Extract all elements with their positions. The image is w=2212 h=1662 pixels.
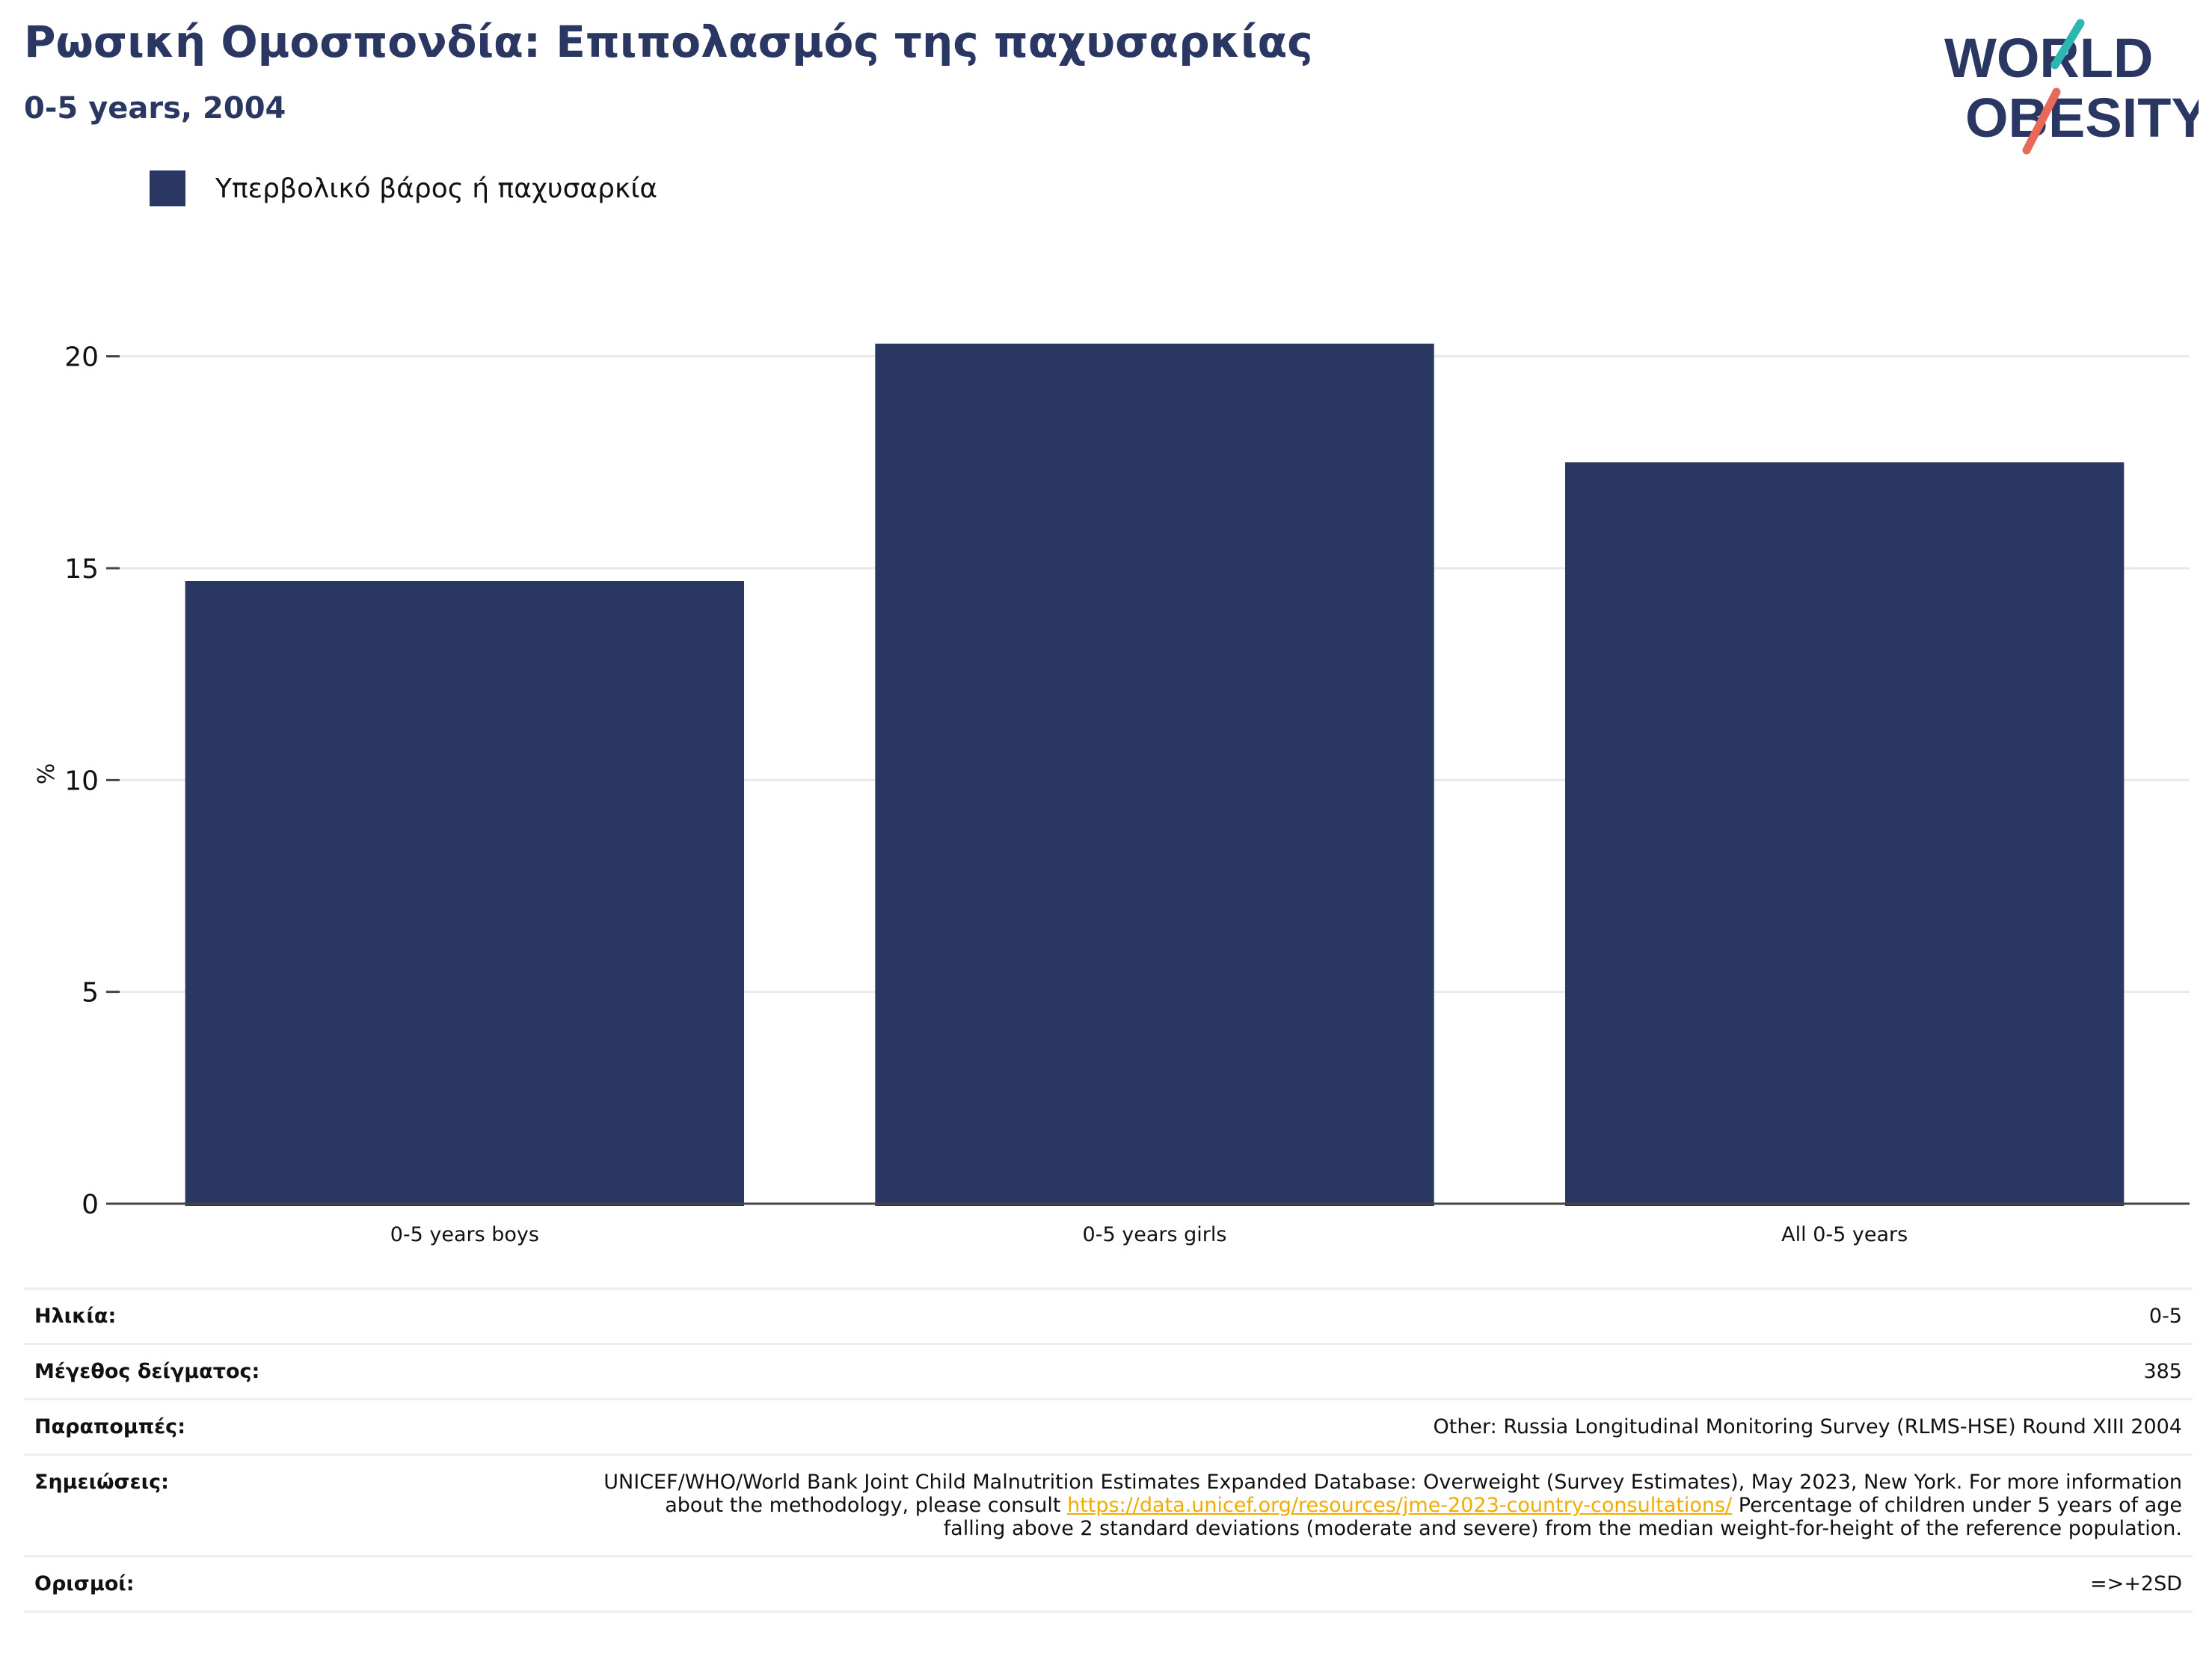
legend-label: Υπερβολικό βάρος ή παχυσαρκία (215, 173, 658, 204)
x-tick-label: All 0-5 years (1781, 1223, 1908, 1246)
x-tick-label: 0-5 years boys (390, 1223, 539, 1246)
sample-size-value: 385 (2143, 1360, 2182, 1383)
legend: Υπερβολικό βάρος ή παχυσαρκία (150, 170, 657, 206)
y-tick-label: 5 (82, 978, 99, 1009)
bar (875, 343, 1434, 1207)
info-row-sample-size: Μέγεθος δείγματος: 385 (24, 1345, 2193, 1400)
age-value: 0-5 (2148, 1305, 2182, 1328)
info-row-definitions: Ορισμοί: =>+2SD (24, 1557, 2193, 1613)
bar (185, 581, 745, 1206)
info-table: Ηλικία: 0-5 Μέγεθος δείγματος: 385 Παραπ… (24, 1287, 2193, 1613)
sample-size-label: Μέγεθος δείγματος: (34, 1360, 260, 1383)
legend-swatch (150, 170, 185, 206)
definitions-label: Ορισμοί: (34, 1572, 135, 1595)
bar (1564, 462, 2125, 1206)
y-tick-label: 20 (64, 342, 99, 373)
chart-title: Ρωσική Ομοσπονδία: Επιπολασμός της παχυσ… (24, 16, 1313, 67)
logo-text-world: WORLD (1944, 27, 2154, 89)
age-label: Ηλικία: (34, 1305, 117, 1328)
bar-chart: 0 5 10 15 20% 0-5 years boys 0-5 years girls Al… (34, 342, 2190, 1246)
logo-text-obesity: OBESITY (1965, 87, 2199, 149)
chart-subtitle: 0-5 years, 2004 (24, 91, 286, 126)
notes-text-after: Percentage of children under 5 years of … (943, 1494, 2182, 1540)
notes-label: Σημειώσεις: (34, 1471, 169, 1494)
x-tick-label: 0-5 years girls (1083, 1223, 1227, 1246)
definitions-value: =>+2SD (2090, 1572, 2182, 1595)
logo-coral-slash (2022, 87, 2061, 155)
info-row-notes: Σημειώσεις: UNICEF/WHO/World Bank Joint … (24, 1456, 2193, 1557)
notes-link[interactable]: https://data.unicef.org/resources/jme-20… (1067, 1494, 1733, 1517)
y-tick-label: 15 (64, 554, 99, 585)
y-tick-label: 10 (64, 766, 99, 796)
y-axis-label: % (34, 763, 60, 785)
notes-value: UNICEF/WHO/World Bank Joint Child Malnut… (597, 1471, 2182, 1540)
notes-text-before: UNICEF/WHO/World Bank Joint Child Malnut… (603, 1471, 2182, 1517)
info-row-age: Ηλικία: 0-5 (24, 1290, 2193, 1345)
world-obesity-logo: WORLD OBESITY (1944, 19, 2199, 155)
info-row-references: Παραπομπές: Other: Russia Longitudinal M… (24, 1400, 2193, 1456)
references-label: Παραπομπές: (34, 1415, 185, 1438)
references-value: Other: Russia Longitudinal Monitoring Su… (1433, 1415, 2182, 1438)
logo-teal-slash (2050, 19, 2085, 70)
y-tick-label: 0 (82, 1189, 99, 1220)
